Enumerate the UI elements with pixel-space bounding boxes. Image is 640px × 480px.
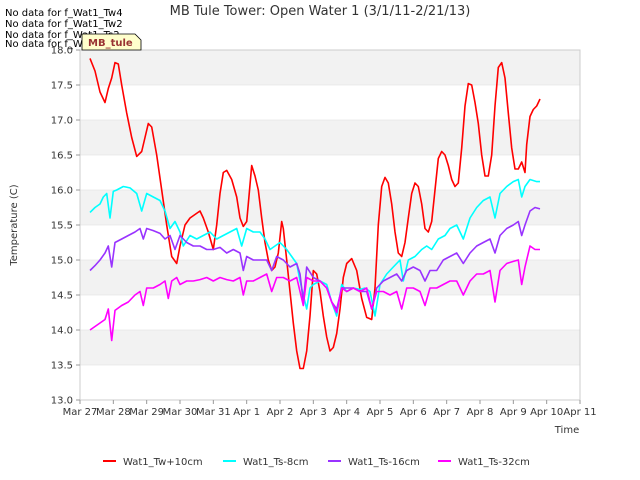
x-tick-label: Apr 1 [233,407,260,418]
tag-label: MB_tule [88,38,133,49]
series-line-wat1-tw-10cm [89,58,541,370]
x-tick-label: Apr 8 [467,407,494,418]
y-tick-label: 14.0 [51,326,73,337]
y-tick-label: 13.5 [51,361,73,372]
series-line-wat1-ts-16cm [89,206,541,310]
x-tick-label: Mar 31 [196,407,231,418]
x-tick-label: Apr 11 [563,407,596,418]
x-tick-label: Mar 29 [129,407,164,418]
grid-bands [80,49,580,401]
y-axis-label: Temperature (C) [9,184,20,266]
x-tick-label: Apr 2 [267,407,294,418]
x-tick-label: Apr 5 [367,407,394,418]
x-tick-label: Apr 7 [433,407,460,418]
legend-label: Wat1_Ts-8cm [243,457,309,468]
no-data-note-3: No data for f_Wat1_Ts2 [5,30,120,41]
y-tick-label: 18.0 [51,46,73,57]
x-tick-label: Mar 27 [63,407,98,418]
grid-band [80,330,580,365]
series-lines [89,58,541,370]
tag-box: MB_tule [81,33,142,51]
y-axis-ticks: 13.0 13.5 14.0 14.5 15.0 15.5 16.0 16.5 17.0 17.5… [51,46,80,407]
no-data-note-1: No data for f_Wat1_Tw4 [5,8,123,19]
series-line-wat1-ts-32cm [89,245,540,342]
x-tick-label: Apr 10 [530,407,563,418]
x-tick-label: Apr 4 [333,407,360,418]
legend-label: Wat1_Ts-16cm [348,457,420,468]
x-tick-label: Mar 28 [96,407,131,418]
y-tick-label: 16.0 [51,186,73,197]
legend-label: Wat1_Tw+10cm [123,457,203,468]
y-tick-label: 14.5 [51,291,73,302]
y-tick-label: 15.5 [51,221,73,232]
x-tick-label: Apr 6 [400,407,427,418]
x-tick-label: Apr 9 [500,407,527,418]
grid-band [80,120,580,155]
x-tick-label: Mar 30 [163,407,198,418]
y-tick-label: 17.5 [51,81,73,92]
grid-band [80,190,580,225]
legend-label: Wat1_Ts-32cm [458,457,530,468]
x-axis-label: Time [554,425,579,436]
legend: Wat1_Tw+10cm Wat1_Ts-8cm Wat1_Ts-16cm Wat1_… [103,457,530,468]
y-tick-label: 13.0 [51,396,73,407]
x-tick-label: Apr 3 [300,407,327,418]
no-data-note-4: No data for f_Wat1_Tw6 [5,39,123,50]
chart-title: MB Tule Tower: Open Water 1 (3/1/11-2/21… [170,4,471,19]
no-data-note-2: No data for f_Wat1_Tw2 [5,19,123,30]
series-line-wat1-ts-8cm [89,178,540,317]
y-tick-label: 17.0 [51,116,73,127]
y-tick-label: 15.0 [51,256,73,267]
y-tick-label: 16.5 [51,151,73,162]
